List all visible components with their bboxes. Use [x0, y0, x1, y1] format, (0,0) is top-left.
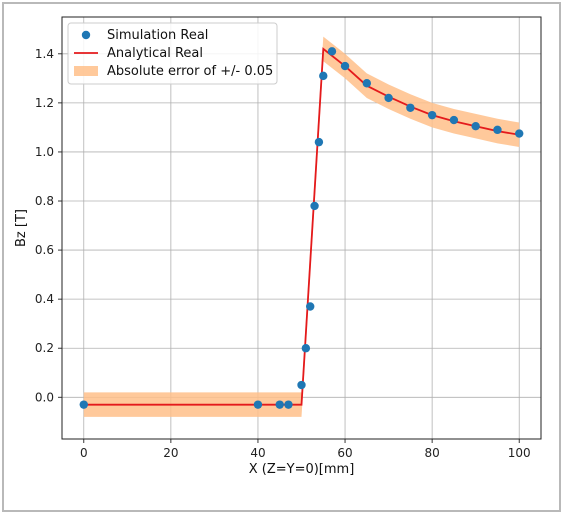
x-tick-label: 0	[80, 446, 88, 460]
simulation-point	[327, 47, 337, 56]
simulation-point	[297, 380, 306, 390]
simulation-point	[493, 125, 502, 135]
simulation-point	[515, 129, 524, 138]
y-axis-label: Bz [T]	[14, 209, 29, 247]
simulation-point	[384, 93, 393, 103]
simulation-point	[314, 137, 324, 147]
y-tick-label: 1.2	[35, 96, 54, 110]
x-tick-label: 20	[163, 446, 178, 460]
y-tick-label: 0.6	[35, 243, 54, 257]
simulation-point	[79, 400, 88, 409]
y-ticks: 0.0 0.2 0.4 0.6 0.8 1.0 1.2 1.4	[35, 47, 62, 404]
legend-marker-simulation	[81, 30, 91, 40]
y-tick-label: 1.4	[35, 47, 54, 61]
legend-label-simulation: Simulation Real	[107, 28, 208, 43]
simulation-point	[340, 61, 350, 71]
x-tick-label: 80	[424, 446, 439, 460]
simulation-point	[319, 71, 328, 81]
y-tick-label: 0.0	[35, 390, 54, 404]
x-ticks: 0 20 40 60 80 100	[80, 439, 531, 460]
simulation-point	[306, 302, 315, 311]
simulation-point	[427, 110, 437, 120]
simulation-point	[275, 400, 284, 409]
simulation-point	[449, 115, 459, 125]
legend-marker-band	[74, 66, 98, 76]
x-axis-label: X (Z=Y=0)[mm]	[249, 462, 355, 477]
legend: Simulation Real Analytical Real Absolute…	[67, 22, 278, 85]
simulation-point	[362, 79, 372, 88]
legend-label-band: Absolute error of +/- 0.05	[107, 64, 273, 79]
legend-box	[67, 22, 278, 85]
x-tick-label: 100	[508, 446, 531, 460]
axes-box	[61, 16, 542, 440]
simulation-point	[284, 400, 293, 409]
simulation-points	[79, 47, 524, 409]
simulation-point	[310, 201, 319, 211]
x-tick-label: 60	[337, 446, 352, 460]
y-tick-label: 0.2	[35, 341, 54, 355]
y-tick-label: 0.8	[35, 194, 54, 208]
simulation-point	[471, 121, 480, 131]
simulation-point	[301, 344, 311, 353]
legend-label-analytical: Analytical Real	[107, 46, 203, 61]
y-tick-label: 1.0	[35, 145, 54, 159]
x-tick-label: 40	[250, 446, 265, 460]
analytical-line	[83, 47, 520, 406]
y-tick-label: 0.4	[35, 292, 54, 306]
simulation-point	[406, 103, 415, 112]
figure-frame	[2, 2, 561, 512]
error-band	[83, 36, 520, 417]
simulation-point	[253, 400, 263, 409]
